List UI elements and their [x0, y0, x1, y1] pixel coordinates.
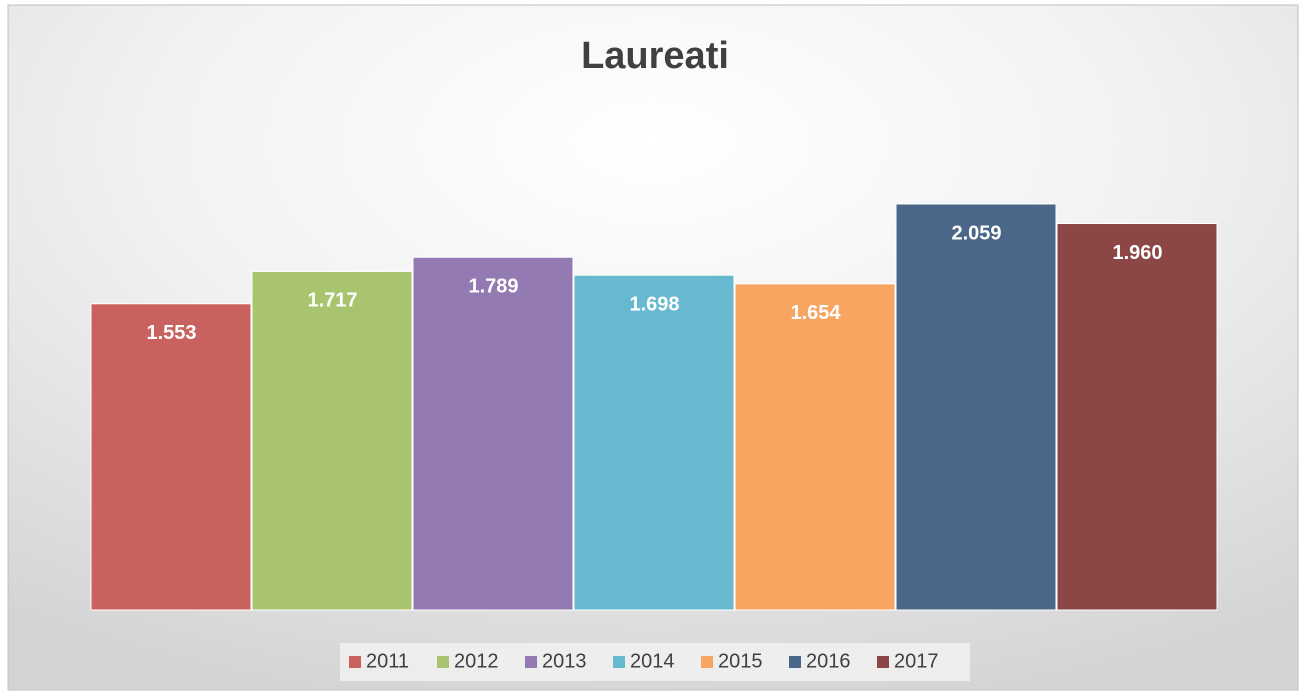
legend-swatch	[349, 656, 361, 668]
legend-swatch	[701, 656, 713, 668]
legend-swatch	[789, 656, 801, 668]
bar	[895, 203, 1057, 611]
legend-label: 2014	[630, 650, 675, 672]
bar	[251, 270, 413, 611]
bar	[90, 303, 252, 611]
legend-label: 2013	[542, 650, 587, 672]
bar	[1056, 223, 1218, 611]
legend-label: 2015	[718, 650, 763, 672]
data-label: 1.698	[629, 293, 679, 315]
data-label: 1.654	[790, 302, 841, 324]
legend-swatch	[613, 656, 625, 668]
legend-swatch	[877, 656, 889, 668]
legend-label: 2011	[366, 650, 409, 672]
legend-label: 2016	[806, 650, 851, 672]
legend-swatch	[525, 656, 537, 668]
legend-label: 2012	[454, 650, 499, 672]
bar	[412, 256, 574, 611]
bar	[734, 283, 896, 611]
data-label: 2.059	[951, 222, 1001, 244]
bar	[573, 274, 735, 611]
legend-label: 2017	[894, 650, 939, 672]
data-label: 1.960	[1112, 242, 1162, 264]
chart-title: Laureati	[581, 35, 729, 77]
legend-swatch	[437, 656, 449, 668]
data-label: 1.789	[468, 276, 518, 298]
data-label: 1.553	[146, 322, 196, 344]
data-label: 1.717	[307, 290, 357, 312]
